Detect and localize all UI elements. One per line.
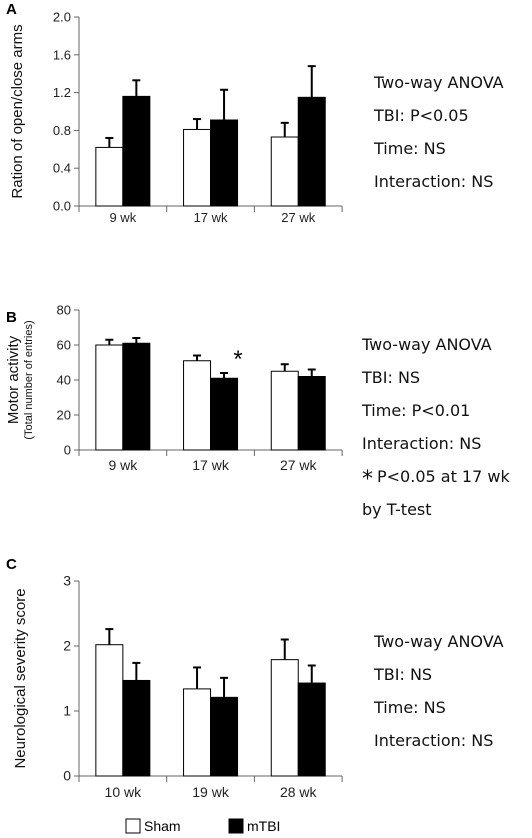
y-tick-label-b: 40	[57, 373, 71, 388]
stats-b-line-5: * P<0.05 at 17 wk	[362, 460, 510, 493]
stats-b-line-5-text: P<0.05 at 17 wk	[377, 467, 510, 486]
x-tick-label-a: 27 wk	[281, 210, 315, 225]
y-tick-label-a: 2.0	[53, 10, 71, 25]
bar-sham-c	[270, 659, 299, 777]
bar-mtbi-b	[297, 376, 326, 451]
stats-c-line-3: Time: NS	[374, 698, 446, 717]
y-tick-label-c: 3	[63, 573, 71, 589]
stats-c-line-2: TBI: NS	[374, 665, 433, 684]
stats-a-line-1: Two-way ANOVA	[374, 73, 504, 92]
x-tick-label-a: 9 wk	[109, 210, 136, 225]
y-axis-subtitle-b: (Total number of entries)	[23, 320, 35, 439]
y-axis-title-b: Motor activity	[5, 335, 22, 424]
bar-sham-a	[270, 136, 299, 207]
stats-b-line-2: TBI: NS	[362, 368, 421, 387]
bar-sham-b	[183, 360, 212, 451]
chart-panel-b: 0 20 40 60 80 9 wk 17 wk 27 wk * Motor activity (T…	[5, 303, 343, 473]
bar-sham-a	[183, 128, 212, 207]
bar-mtbi-c	[122, 679, 151, 777]
bar-mtbi-c	[210, 696, 239, 777]
stats-panel-c: Two-way ANOVA TBI: NS Time: NS Interacti…	[374, 625, 504, 757]
y-tick-label-a: 1.6	[53, 47, 71, 62]
bar-sham-a	[95, 146, 124, 207]
stats-c-line-1: Two-way ANOVA	[374, 632, 504, 651]
stats-b-star: *	[362, 467, 373, 492]
y-tick-label-b: 80	[57, 303, 71, 318]
significance-star-b: *	[233, 346, 242, 373]
bar-mtbi-a	[297, 96, 326, 207]
y-tick-label-a: 0.4	[53, 161, 71, 176]
bar-mtbi-a	[210, 119, 239, 207]
stats-b-line-6: by T-test	[362, 500, 432, 519]
legend-swatch-mtbi	[228, 818, 244, 834]
bar-sham-c	[95, 644, 124, 777]
bar-sham-b	[95, 344, 124, 451]
y-tick-label-c: 2	[63, 638, 71, 654]
legend-label-mtbi: mTBI	[247, 818, 280, 834]
y-tick-label-b: 20	[57, 408, 71, 423]
bar-sham-b	[270, 370, 299, 451]
x-tick-label-c: 10 wk	[105, 784, 143, 800]
chart-panel-c: 0 1 2 3 10 wk 19 wk 28 wk Neurological severity…	[12, 573, 343, 800]
legend-swatch-sham	[125, 818, 141, 834]
legend-label-sham: Sham	[144, 818, 181, 834]
panel-label-a: A	[6, 1, 17, 18]
panel-label-c: C	[6, 556, 17, 573]
bar-mtbi-c	[297, 682, 326, 777]
stats-a-line-2: TBI: P<0.05	[374, 106, 469, 125]
y-tick-label-a: 1.2	[53, 85, 71, 100]
stats-panel-b: Two-way ANOVA TBI: NS Time: P<0.01 Inter…	[362, 328, 510, 526]
stats-b-line-4: Interaction: NS	[362, 434, 482, 453]
x-tick-label-c: 19 wk	[192, 784, 230, 800]
x-tick-label-b: 27 wk	[280, 457, 318, 473]
y-tick-label-b: 0	[64, 443, 71, 458]
y-tick-label-a: 0.0	[53, 199, 71, 214]
y-tick-label-a: 0.8	[53, 123, 71, 138]
x-tick-label-b: 17 wk	[192, 457, 230, 473]
x-tick-label-a: 17 wk	[194, 210, 228, 225]
stats-panel-a: Two-way ANOVA TBI: P<0.05 Time: NS Inter…	[374, 66, 504, 198]
y-tick-label-b: 60	[57, 338, 71, 353]
stats-b-line-3: Time: P<0.01	[362, 401, 471, 420]
legend: Sham mTBI	[125, 818, 280, 834]
stats-b-line-1: Two-way ANOVA	[362, 335, 492, 354]
bar-mtbi-b	[122, 342, 151, 451]
x-tick-label-b: 9 wk	[108, 457, 138, 473]
stats-a-line-4: Interaction: NS	[374, 172, 494, 191]
bar-mtbi-a	[122, 95, 151, 207]
y-axis-title-c: Neurological severity score	[12, 588, 29, 768]
stats-c-line-4: Interaction: NS	[374, 731, 494, 750]
bar-mtbi-b	[210, 377, 239, 451]
y-axis-title-a: Ration of open/close arms	[9, 24, 26, 198]
chart-panel-a: 0.0 0.4 0.8 1.2 1.6 2.0 9 wk 17 wk 27 wk Ration o…	[9, 10, 343, 225]
x-tick-label-c: 28 wk	[280, 784, 318, 800]
bar-sham-c	[183, 688, 212, 777]
y-tick-label-c: 1	[63, 703, 71, 719]
panel-label-b: B	[6, 309, 17, 326]
y-tick-label-c: 0	[63, 768, 71, 784]
stats-a-line-3: Time: NS	[374, 139, 446, 158]
